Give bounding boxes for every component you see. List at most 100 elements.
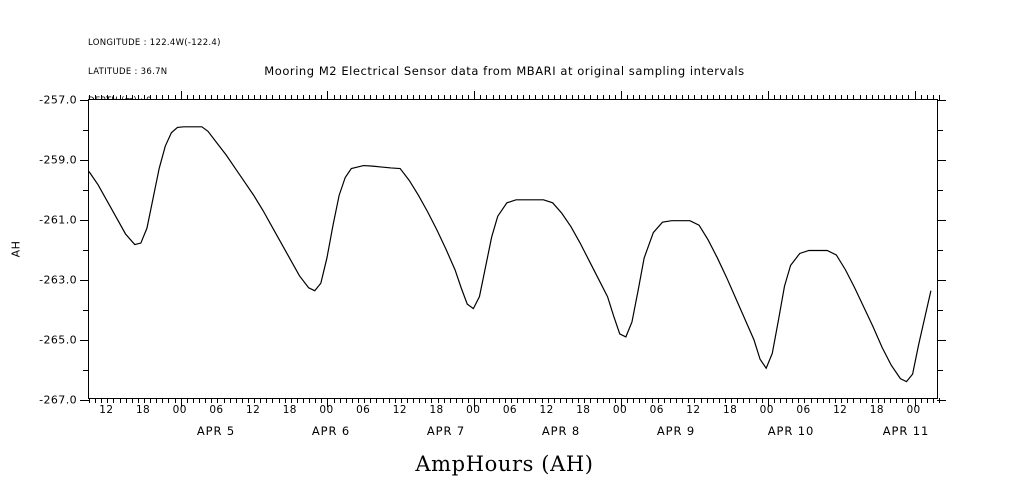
x-tick-minor-top bbox=[168, 95, 170, 100]
x-tick-minor bbox=[890, 398, 892, 403]
x-tick-minor-top bbox=[828, 95, 830, 100]
x-tick-minor bbox=[682, 398, 684, 403]
x-tick-minor-top bbox=[669, 95, 671, 100]
x-tick-minor-top bbox=[816, 95, 818, 100]
x-tick-minor-top bbox=[926, 95, 928, 100]
x-tick-minor-top bbox=[565, 95, 567, 100]
x-tick-minor-top bbox=[877, 95, 879, 100]
x-hour-label: 06 bbox=[209, 404, 224, 416]
x-tick-minor bbox=[345, 398, 347, 403]
x-tick-minor bbox=[413, 398, 415, 403]
x-tick-minor bbox=[150, 398, 152, 403]
bottom-caption: AmpHours (AH) bbox=[415, 452, 594, 476]
x-tick-minor-top bbox=[95, 95, 97, 100]
x-tick-minor-top bbox=[718, 95, 720, 100]
x-tick-minor bbox=[865, 398, 867, 403]
x-tick-minor-top bbox=[883, 95, 885, 100]
x-tick-minor-top bbox=[798, 95, 800, 100]
x-tick-minor-top bbox=[871, 95, 873, 100]
y-tick-major bbox=[80, 400, 89, 401]
x-tick-minor-top bbox=[235, 95, 237, 100]
x-tick-minor bbox=[920, 398, 922, 403]
x-tick-major-top bbox=[914, 91, 916, 100]
x-day-label: APR 10 bbox=[767, 424, 815, 438]
y-tick-minor bbox=[83, 370, 89, 371]
y-tick-label: -261.0 bbox=[39, 213, 77, 227]
x-tick-minor-top bbox=[296, 95, 298, 100]
x-tick-minor-top bbox=[932, 95, 934, 100]
x-tick-minor-top bbox=[853, 95, 855, 100]
x-tick-minor-top bbox=[394, 95, 396, 100]
x-tick-minor-top bbox=[939, 95, 940, 100]
x-tick-minor bbox=[584, 398, 586, 403]
x-tick-minor-top bbox=[260, 95, 262, 100]
x-tick-major bbox=[621, 398, 622, 407]
x-tick-minor-top bbox=[786, 95, 788, 100]
x-hour-label: 12 bbox=[539, 404, 554, 416]
x-hour-label: 18 bbox=[282, 404, 297, 416]
x-tick-minor-top bbox=[651, 95, 653, 100]
x-tick-minor-top bbox=[547, 95, 549, 100]
x-tick-minor-top bbox=[223, 95, 225, 100]
y-tick-major bbox=[80, 280, 89, 281]
x-tick-minor-top bbox=[162, 95, 164, 100]
x-tick-minor-top bbox=[541, 95, 543, 100]
x-tick-minor bbox=[590, 398, 592, 403]
x-tick-minor bbox=[700, 398, 702, 403]
x-hour-label: 00 bbox=[319, 404, 334, 416]
x-tick-minor bbox=[731, 398, 733, 403]
x-tick-minor-top bbox=[663, 95, 665, 100]
y-tick-minor bbox=[937, 310, 943, 311]
x-tick-minor-top bbox=[254, 95, 256, 100]
x-tick-minor bbox=[792, 398, 794, 403]
x-tick-minor bbox=[633, 398, 635, 403]
x-tick-minor-top bbox=[810, 95, 812, 100]
x-tick-minor bbox=[284, 398, 286, 403]
x-hour-label: 00 bbox=[759, 404, 774, 416]
x-tick-minor-top bbox=[443, 95, 445, 100]
x-tick-minor-top bbox=[633, 95, 635, 100]
x-tick-minor bbox=[786, 398, 788, 403]
x-tick-minor bbox=[241, 398, 243, 403]
x-tick-minor bbox=[303, 398, 305, 403]
x-tick-minor bbox=[266, 398, 268, 403]
x-tick-minor-top bbox=[517, 95, 519, 100]
x-tick-minor-top bbox=[700, 95, 702, 100]
x-tick-minor bbox=[627, 398, 629, 403]
x-hour-label: 00 bbox=[612, 404, 628, 416]
x-tick-minor-top bbox=[89, 95, 90, 100]
x-tick-minor-top bbox=[498, 95, 500, 100]
x-hour-label: 06 bbox=[796, 404, 811, 416]
x-tick-minor-top bbox=[131, 95, 133, 100]
x-hour-label: 00 bbox=[172, 404, 187, 416]
x-tick-minor-top bbox=[321, 95, 323, 100]
x-tick-minor bbox=[639, 398, 641, 403]
x-tick-minor-top bbox=[553, 95, 555, 100]
x-tick-minor-top bbox=[333, 95, 335, 100]
y-tick-major bbox=[80, 160, 89, 161]
x-tick-minor-top bbox=[572, 95, 574, 100]
y-tick-minor bbox=[83, 310, 89, 311]
metadata-latitude: LATITUDE : 36.7N bbox=[88, 66, 168, 77]
x-tick-minor-top bbox=[780, 95, 781, 100]
x-tick-minor-top bbox=[743, 95, 745, 100]
x-tick-minor bbox=[651, 398, 653, 403]
x-tick-minor bbox=[517, 398, 519, 403]
x-tick-minor bbox=[95, 398, 97, 403]
x-tick-minor-top bbox=[731, 95, 733, 100]
x-tick-minor bbox=[816, 398, 818, 403]
x-tick-minor-top bbox=[602, 95, 604, 100]
y-tick-major bbox=[80, 220, 89, 221]
x-tick-minor bbox=[596, 398, 598, 403]
x-tick-minor bbox=[504, 398, 506, 403]
x-tick-minor-top bbox=[413, 95, 415, 100]
x-tick-minor bbox=[694, 398, 696, 403]
x-tick-minor-top bbox=[150, 95, 152, 100]
x-tick-minor bbox=[871, 398, 873, 403]
x-tick-minor bbox=[822, 398, 824, 403]
x-tick-minor bbox=[125, 398, 127, 403]
x-tick-minor bbox=[229, 398, 231, 403]
x-tick-minor bbox=[859, 398, 861, 403]
x-hour-label: 18 bbox=[722, 404, 738, 416]
x-tick-major-top bbox=[474, 91, 476, 100]
